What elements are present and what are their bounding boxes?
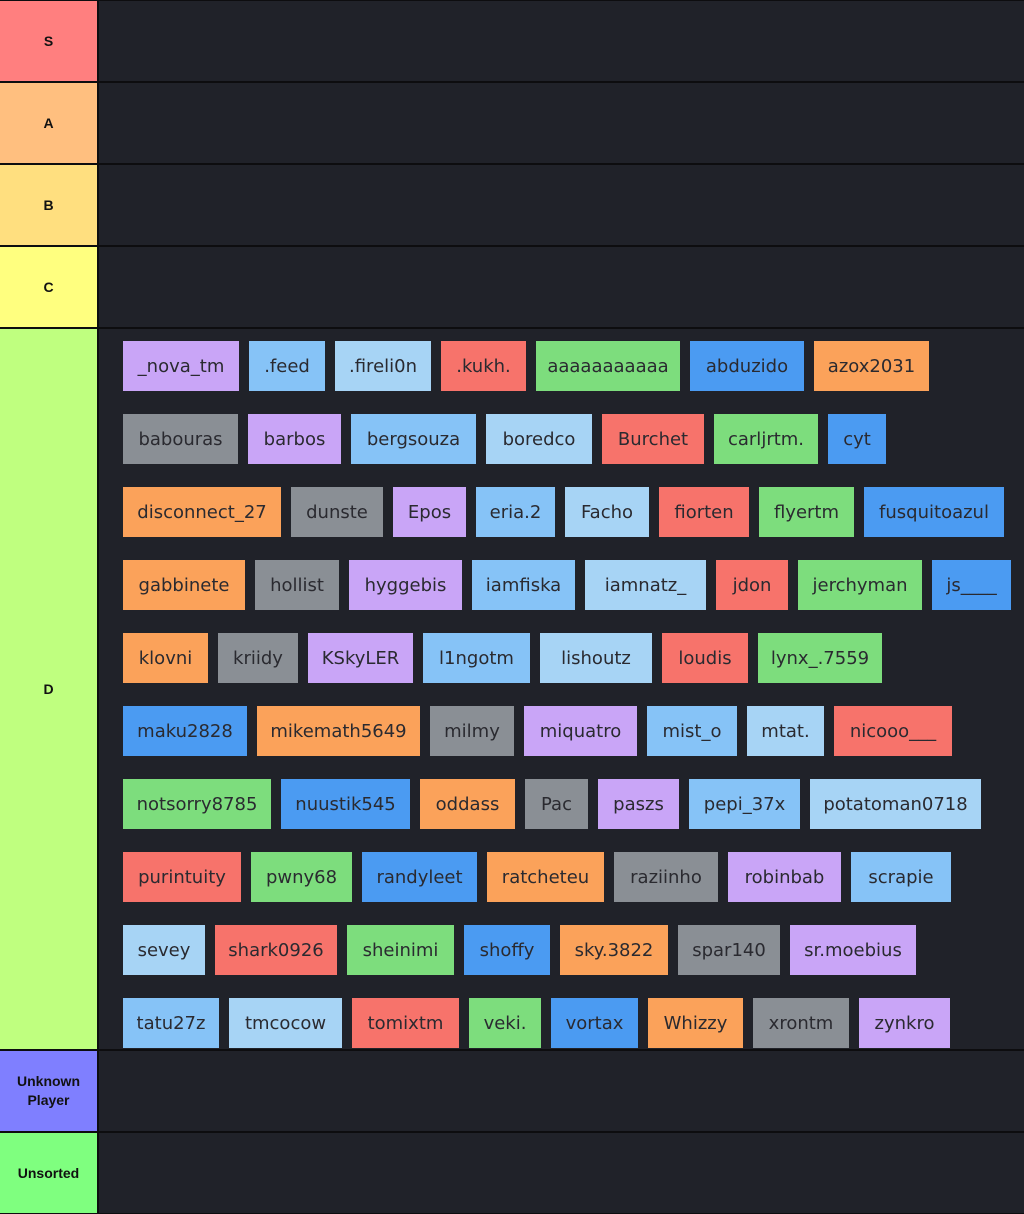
player-chip[interactable]: l1ngotm — [423, 633, 530, 683]
tier-label[interactable]: C — [0, 247, 99, 327]
player-chip[interactable]: aaaaaaaaaaa — [536, 341, 680, 391]
player-chip[interactable]: potatoman0718 — [810, 779, 981, 829]
player-chip[interactable]: miquatro — [524, 706, 637, 756]
tier-drop-zone[interactable] — [99, 1133, 1024, 1213]
player-chip[interactable]: iamfiska — [472, 560, 575, 610]
player-chip[interactable]: Epos — [393, 487, 466, 537]
player-chip[interactable]: .kukh. — [441, 341, 526, 391]
player-chip[interactable]: sevey — [123, 925, 205, 975]
tier-row: C — [0, 246, 1024, 328]
tier-row: Unknown Player — [0, 1050, 1024, 1132]
player-chip[interactable]: purintuity — [123, 852, 241, 902]
player-chip[interactable]: abduzido — [690, 341, 804, 391]
player-chip[interactable]: _nova_tm — [123, 341, 239, 391]
player-chip[interactable]: Facho — [565, 487, 649, 537]
player-chip[interactable]: veki. — [469, 998, 541, 1048]
player-chip[interactable]: scrapie — [851, 852, 951, 902]
player-chip[interactable]: bergsouza — [351, 414, 476, 464]
player-chip[interactable]: tomixtm — [352, 998, 459, 1048]
tier-label[interactable]: A — [0, 83, 99, 163]
player-chip[interactable]: shoffy — [464, 925, 550, 975]
player-chip[interactable]: lynx_.7559 — [758, 633, 882, 683]
player-chip[interactable]: .fireli0n — [335, 341, 431, 391]
player-chip[interactable]: kriidy — [218, 633, 298, 683]
player-chip[interactable]: nicooo___ — [834, 706, 952, 756]
player-chip[interactable]: tmcocow — [229, 998, 342, 1048]
player-chip[interactable]: xrontm — [753, 998, 849, 1048]
player-chip[interactable]: Whizzy — [648, 998, 743, 1048]
player-chip[interactable]: mist_o — [647, 706, 737, 756]
player-chip[interactable]: oddass — [420, 779, 515, 829]
player-chip[interactable]: fusquitoazul — [864, 487, 1004, 537]
player-chip[interactable]: hollist — [255, 560, 339, 610]
player-chip[interactable]: dunste — [291, 487, 383, 537]
player-chip[interactable]: paszs — [598, 779, 679, 829]
player-chip[interactable]: gabbinete — [123, 560, 245, 610]
player-chip[interactable]: Burchet — [602, 414, 704, 464]
player-chip[interactable]: cyt — [828, 414, 886, 464]
player-chip[interactable]: js____ — [932, 560, 1011, 610]
tier-row: B — [0, 164, 1024, 246]
player-chip[interactable]: spar140 — [678, 925, 780, 975]
tier-drop-zone[interactable] — [99, 83, 1024, 163]
tier-label[interactable]: B — [0, 165, 99, 245]
player-chip[interactable]: zynkro — [859, 998, 950, 1048]
tier-label[interactable]: D — [0, 329, 99, 1049]
tier-drop-zone[interactable] — [99, 165, 1024, 245]
player-chip[interactable]: maku2828 — [123, 706, 247, 756]
player-chip[interactable]: fiorten — [659, 487, 749, 537]
player-chip[interactable]: iamnatz_ — [585, 560, 706, 610]
player-chip[interactable]: nuustik545 — [281, 779, 410, 829]
player-chip[interactable]: barbos — [248, 414, 341, 464]
player-chip[interactable]: jdon — [716, 560, 788, 610]
player-chip[interactable]: pwny68 — [251, 852, 352, 902]
tier-label[interactable]: Unsorted — [0, 1133, 99, 1213]
tier-row: A — [0, 82, 1024, 164]
player-chip[interactable]: eria.2 — [476, 487, 555, 537]
player-chip[interactable]: loudis — [662, 633, 748, 683]
player-chip[interactable]: randyleet — [362, 852, 477, 902]
player-chip[interactable]: ratcheteu — [487, 852, 604, 902]
tier-label[interactable]: Unknown Player — [0, 1051, 99, 1131]
tier-row: Unsorted — [0, 1132, 1024, 1214]
tier-row: D _nova_tm .feed .fireli0n .kukh. aaaaaaaaaaa… — [0, 328, 1024, 1050]
tier-row: S — [0, 0, 1024, 82]
player-chip[interactable]: vortax — [551, 998, 638, 1048]
player-chip[interactable]: .feed — [249, 341, 325, 391]
player-chip[interactable]: flyertm — [759, 487, 854, 537]
tier-drop-zone[interactable] — [99, 247, 1024, 327]
player-chip[interactable]: boredco — [486, 414, 592, 464]
player-chip[interactable]: jerchyman — [798, 560, 922, 610]
tier-drop-zone[interactable] — [99, 1051, 1024, 1131]
player-chip[interactable]: shark0926 — [215, 925, 337, 975]
tier-label[interactable]: S — [0, 1, 99, 81]
player-chip[interactable]: notsorry8785 — [123, 779, 271, 829]
player-chip[interactable]: Pac — [525, 779, 588, 829]
player-chip[interactable]: babouras — [123, 414, 238, 464]
player-chip[interactable]: tatu27z — [123, 998, 219, 1048]
player-chip[interactable]: KSkyLER — [308, 633, 413, 683]
player-chip[interactable]: milmy — [430, 706, 514, 756]
player-chip[interactable]: sr.moebius — [790, 925, 916, 975]
player-chip[interactable]: lishoutz — [540, 633, 652, 683]
player-chip[interactable]: robinbab — [728, 852, 841, 902]
player-chip[interactable]: mtat. — [747, 706, 824, 756]
player-chip[interactable]: azox2031 — [814, 341, 929, 391]
player-chip[interactable]: sheinimi — [347, 925, 454, 975]
player-chip[interactable]: klovni — [123, 633, 208, 683]
player-chip[interactable]: mikemath5649 — [257, 706, 420, 756]
tier-drop-zone[interactable] — [99, 1, 1024, 81]
player-chip[interactable]: hyggebis — [349, 560, 462, 610]
player-chip[interactable]: pepi_37x — [689, 779, 800, 829]
player-chip[interactable]: sky.3822 — [560, 925, 668, 975]
player-chip[interactable]: carljrtm. — [714, 414, 818, 464]
player-chip[interactable]: raziinho — [614, 852, 718, 902]
tier-drop-zone[interactable]: _nova_tm .feed .fireli0n .kukh. aaaaaaaaaaa a… — [99, 329, 1024, 1049]
player-chip[interactable]: disconnect_27 — [123, 487, 281, 537]
